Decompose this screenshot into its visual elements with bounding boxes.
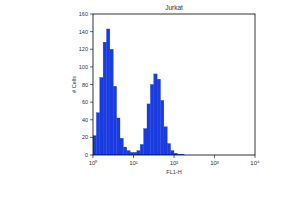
x-tick: [214, 155, 215, 158]
x-tick-label: 10²: [170, 160, 179, 166]
y-tick-label: 60: [82, 99, 88, 105]
bar: [117, 118, 120, 155]
y-tick: [90, 14, 93, 15]
x-tick: [255, 155, 256, 158]
bars: [93, 29, 184, 155]
y-tick: [90, 137, 93, 138]
x-tick-label: 10¹: [129, 160, 138, 166]
plot-frame: [93, 14, 255, 155]
bar: [164, 127, 167, 155]
y-tick-label: 100: [79, 64, 88, 70]
bar: [100, 77, 103, 155]
bar: [113, 86, 116, 155]
bar: [150, 85, 153, 156]
y-tick: [90, 155, 93, 156]
bar: [154, 74, 157, 155]
bar: [103, 42, 106, 155]
x-tick: [93, 155, 94, 158]
x-tick-label: 10⁰: [89, 159, 98, 166]
bar: [144, 129, 147, 155]
x-tick-label: 10³: [210, 160, 219, 166]
x-tick: [133, 155, 134, 158]
bar: [167, 144, 170, 155]
y-tick-label: 40: [82, 117, 88, 123]
bar: [93, 136, 96, 155]
bar: [106, 29, 109, 155]
bar: [161, 100, 164, 155]
y-tick-label: 160: [79, 11, 88, 17]
x-tick-label: 10⁴: [250, 160, 260, 166]
bar: [96, 113, 99, 155]
x-axis-label: FL1-H: [166, 169, 181, 175]
y-tick: [90, 31, 93, 32]
y-tick-label: 120: [79, 46, 88, 52]
y-tick-label: 140: [79, 29, 88, 35]
bar: [123, 147, 126, 155]
y-tick: [90, 119, 93, 120]
y-tick-label: 20: [82, 134, 88, 140]
y-tick-label: 80: [82, 82, 88, 88]
title: Jurkat: [165, 4, 183, 11]
y-tick: [90, 102, 93, 103]
bar: [127, 151, 130, 155]
bar: [120, 138, 123, 155]
bar: [157, 79, 160, 155]
chart: 0 20 40 60 80 100 120 140 160 10⁰ 10¹ 10² 10³ 10⁴ Jurk…: [0, 0, 300, 200]
bar: [140, 144, 143, 155]
bar: [137, 151, 140, 155]
y-tick-label: 0: [85, 152, 88, 158]
bar: [147, 104, 150, 155]
y-tick: [90, 49, 93, 50]
bar: [110, 49, 113, 155]
y-axis-label: # Cells: [71, 76, 77, 93]
bar: [171, 151, 174, 155]
y-tick: [90, 66, 93, 67]
y-tick: [90, 84, 93, 85]
x-tick: [174, 155, 175, 158]
